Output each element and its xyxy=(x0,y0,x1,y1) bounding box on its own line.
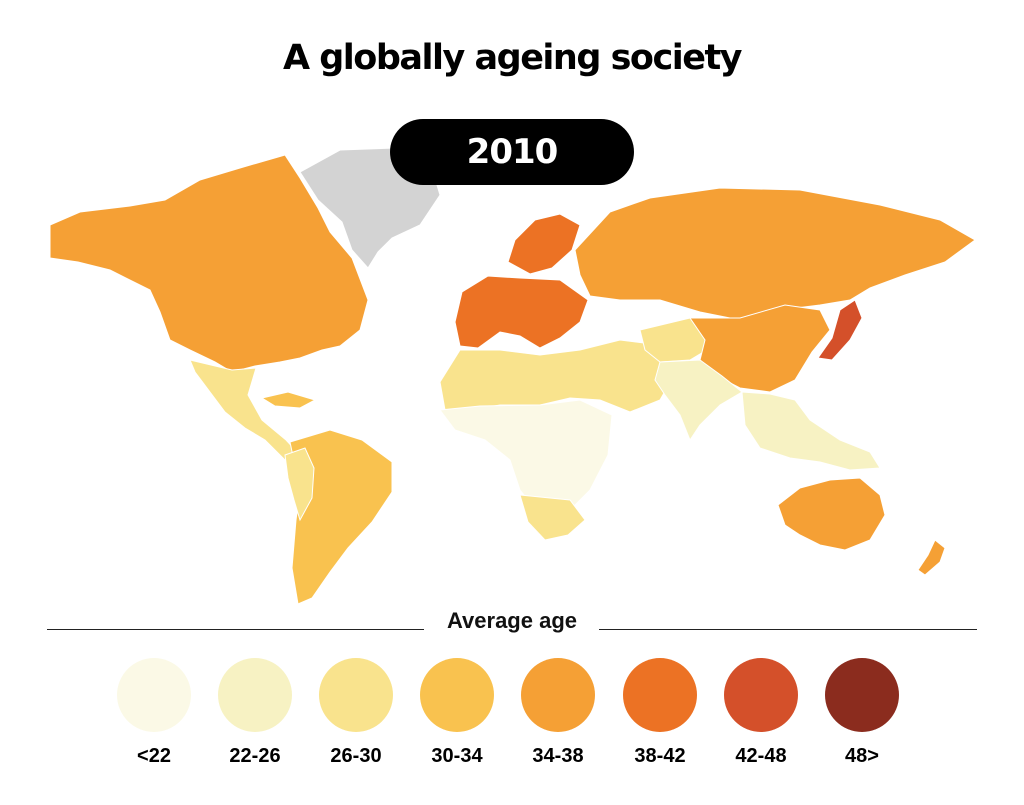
legend-label: 42-48 xyxy=(735,745,787,767)
legend-label: 48> xyxy=(845,745,879,767)
region-southeast-asia xyxy=(741,391,881,471)
region-russia xyxy=(574,187,976,321)
region-south-asia xyxy=(654,359,743,442)
region-caribbean xyxy=(260,391,317,409)
legend-item-26-30: 26-30 xyxy=(306,658,406,768)
legend-header: Average age xyxy=(0,606,1024,636)
legend-swatch xyxy=(319,658,393,732)
legend-swatch xyxy=(724,658,798,732)
legend-label: <22 xyxy=(137,745,171,767)
legend-swatch xyxy=(420,658,494,732)
region-western-europe xyxy=(454,275,589,349)
legend-swatch xyxy=(218,658,292,732)
region-japan xyxy=(817,299,863,361)
legend-label: 26-30 xyxy=(330,745,382,767)
legend: <22 22-26 26-30 30-34 34-38 38-42 42-48 … xyxy=(0,658,1024,788)
legend-divider-right xyxy=(599,629,977,630)
legend-item-38-42: 38-42 xyxy=(610,658,710,768)
legend-label: 22-26 xyxy=(229,745,281,767)
legend-swatch xyxy=(117,658,191,732)
region-central-america xyxy=(189,359,301,461)
legend-label: 34-38 xyxy=(532,745,584,767)
legend-label: 30-34 xyxy=(431,745,483,767)
legend-swatch xyxy=(623,658,697,732)
legend-item-22-26: 22-26 xyxy=(205,658,305,768)
legend-item-30-34: 30-34 xyxy=(407,658,507,768)
map-regions xyxy=(49,147,976,605)
region-andes xyxy=(284,447,315,522)
region-southern-africa xyxy=(519,494,586,541)
map-title: A globally ageing society xyxy=(282,38,743,78)
region-north-africa-middle-east xyxy=(439,339,681,413)
legend-label: 38-42 xyxy=(634,745,686,767)
legend-item-34-38: 34-38 xyxy=(508,658,608,768)
region-australia xyxy=(777,477,886,551)
legend-item-lt22: <22 xyxy=(104,658,204,768)
region-north-america xyxy=(49,154,369,373)
legend-item-42-48: 42-48 xyxy=(711,658,811,768)
legend-item-48plus: 48> xyxy=(812,658,912,768)
legend-title: Average age xyxy=(430,608,594,634)
legend-divider-left xyxy=(47,629,424,630)
region-scandinavia xyxy=(507,213,581,275)
region-new-zealand xyxy=(917,539,946,576)
legend-swatch xyxy=(825,658,899,732)
legend-swatch xyxy=(521,658,595,732)
region-sub-saharan-africa xyxy=(439,399,613,516)
year-badge: 2010 xyxy=(390,119,634,185)
region-south-america xyxy=(289,429,393,605)
